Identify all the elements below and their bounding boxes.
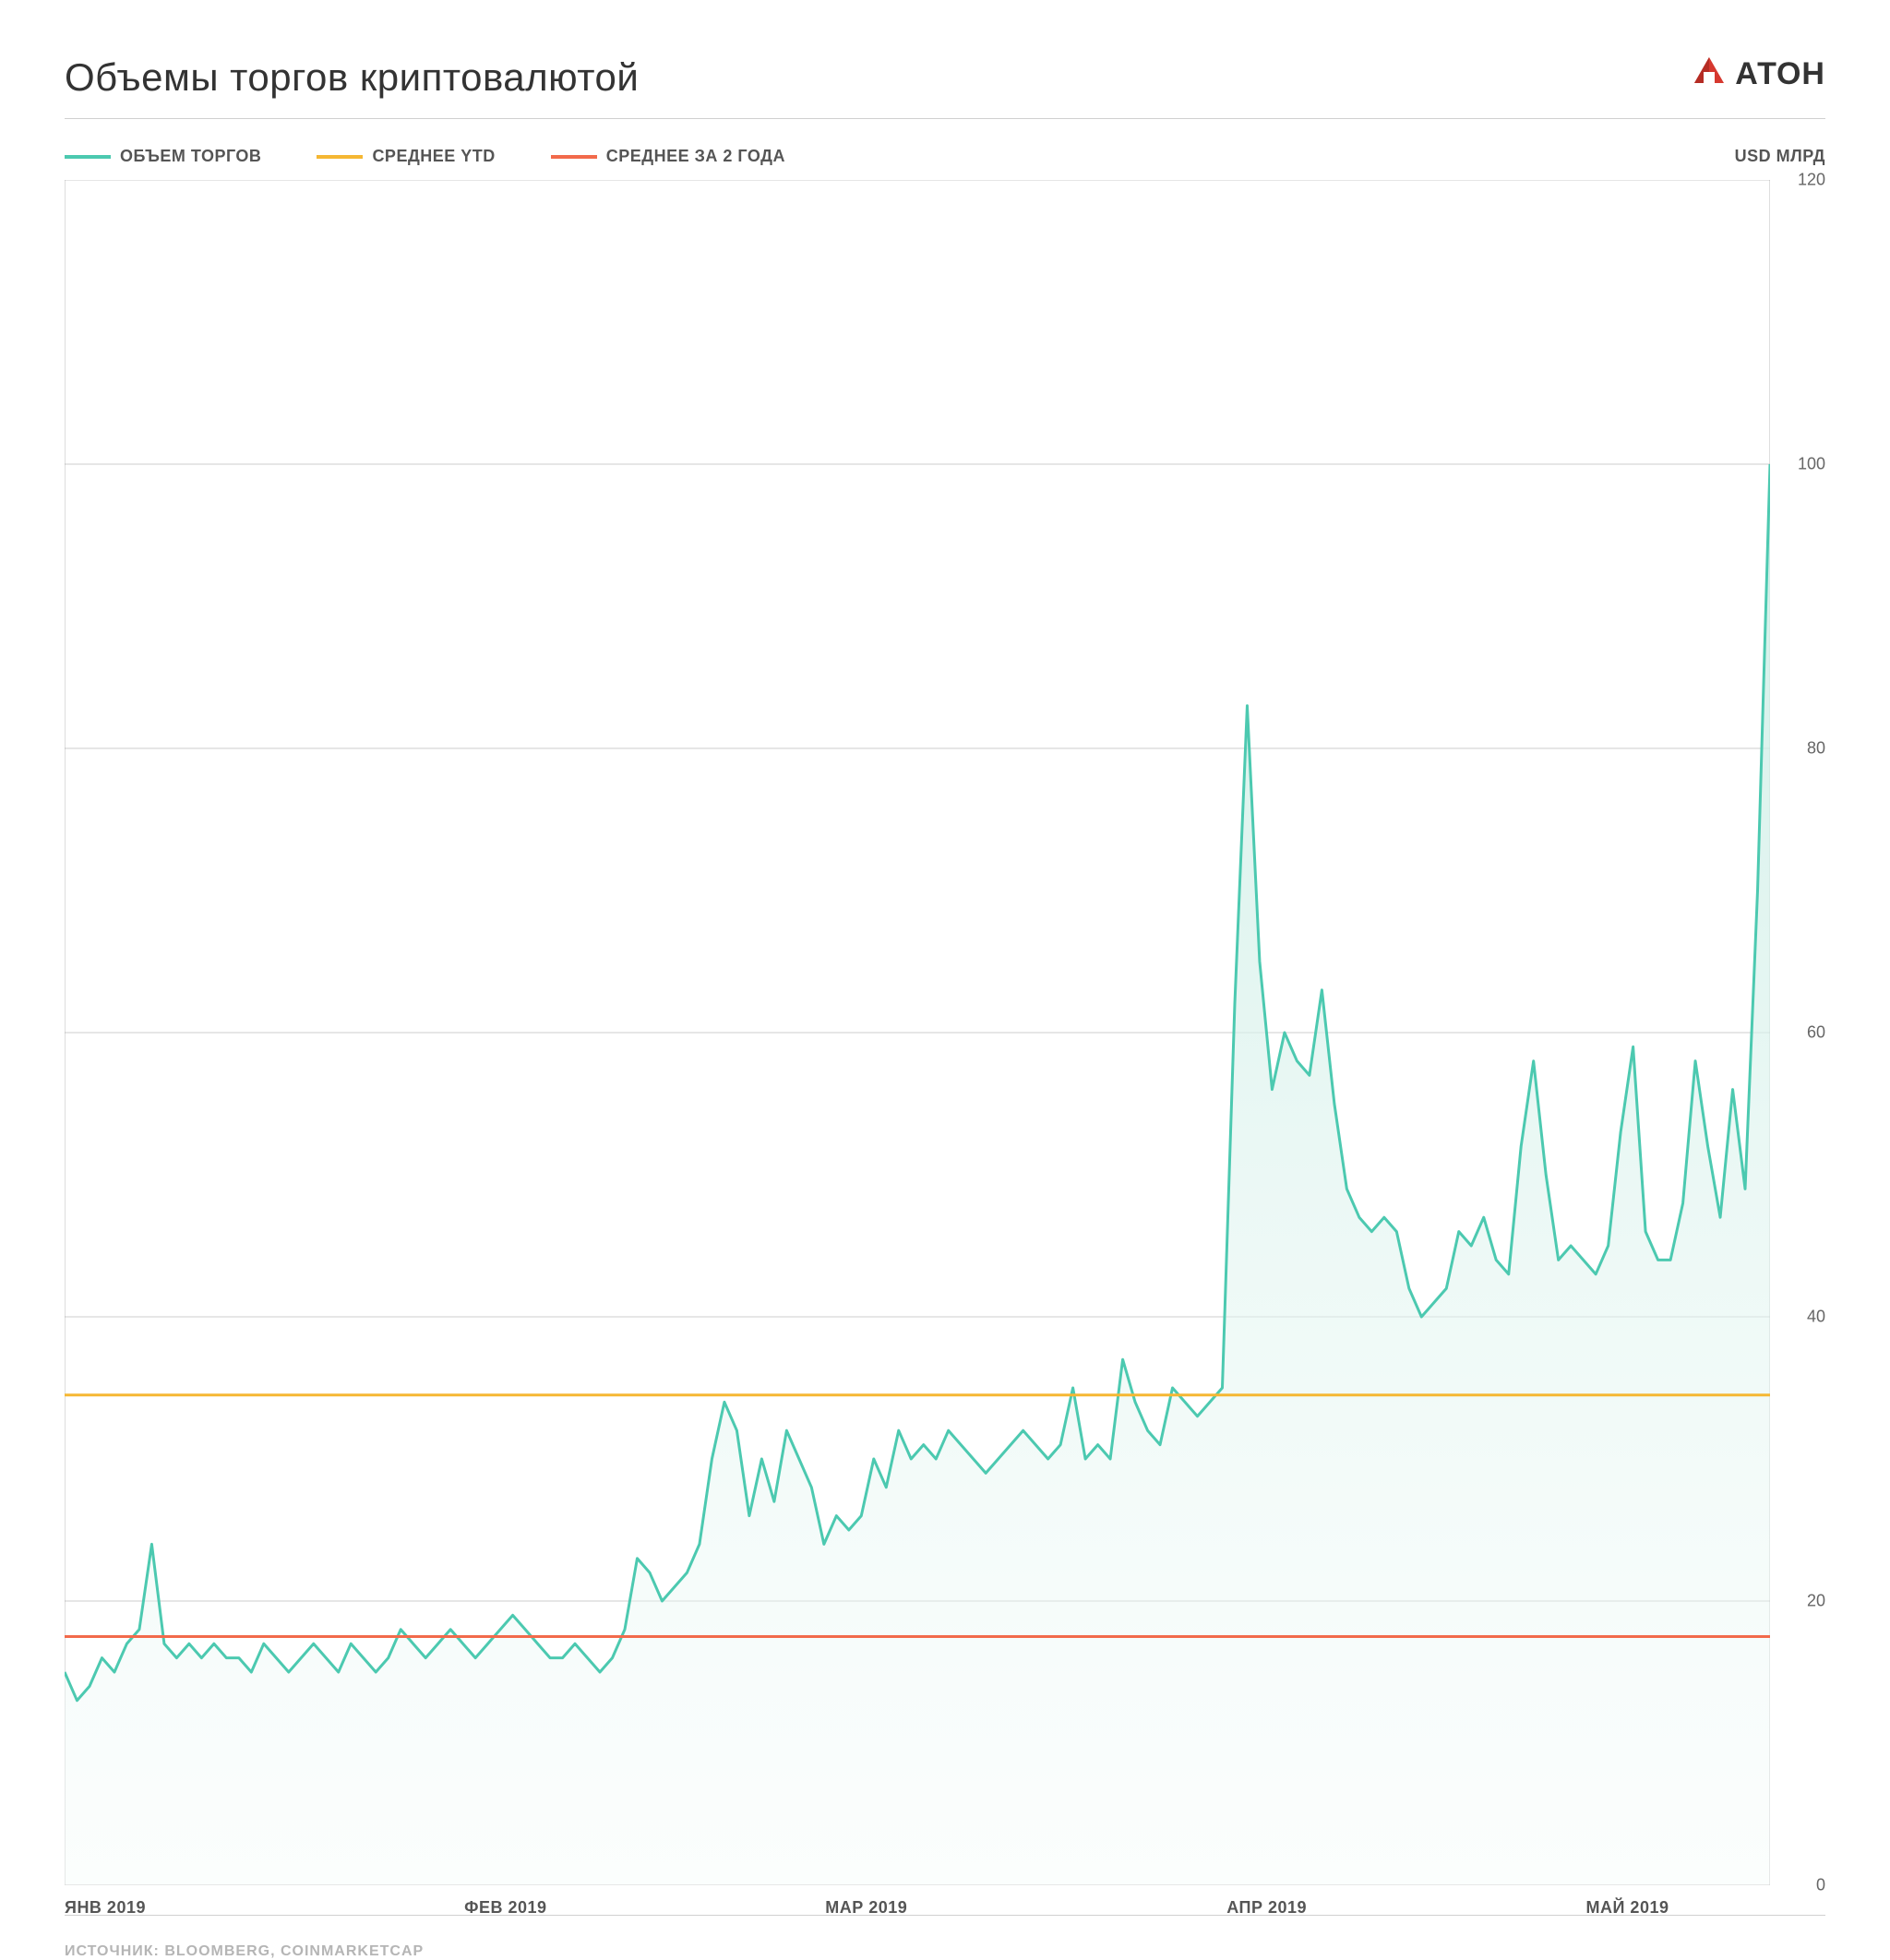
- legend-label-ytd: СРЕДНЕЕ YTD: [372, 147, 495, 166]
- y-tick-label: 100: [1798, 454, 1825, 473]
- x-tick-label: МАР 2019: [825, 1898, 907, 1918]
- y-tick-label: 40: [1807, 1307, 1825, 1326]
- y-tick-label: 120: [1798, 171, 1825, 190]
- page-title: Объемы торгов криптовалютой: [65, 55, 639, 100]
- brand-logo-icon: [1691, 55, 1728, 92]
- y-tick-label: 80: [1807, 738, 1825, 758]
- legend-swatch-two-yr: [551, 155, 597, 159]
- legend-item-two-yr: СРЕДНЕЕ ЗА 2 ГОДА: [551, 147, 785, 166]
- brand-logo-text: АТОН: [1735, 56, 1825, 92]
- x-tick-label: АПР 2019: [1226, 1898, 1307, 1918]
- x-tick-label: ФЕВ 2019: [464, 1898, 546, 1918]
- y-axis-ticks: 020406080100120: [1770, 180, 1825, 1885]
- legend-swatch-ytd: [317, 155, 363, 159]
- chart-svg: [65, 180, 1770, 1885]
- source-footer: ИСТОЧНИК: BLOOMBERG, COINMARKETCAP: [65, 1915, 1825, 1960]
- legend-swatch-volume: [65, 155, 111, 159]
- x-axis-ticks: ЯНВ 2019ФЕВ 2019МАР 2019АПР 2019МАЙ 2019: [65, 1885, 1825, 1898]
- chart-area: [65, 180, 1770, 1885]
- brand-logo: АТОН: [1691, 55, 1825, 92]
- y-tick-label: 60: [1807, 1023, 1825, 1043]
- y-axis-label: USD МЛРД: [1735, 147, 1825, 166]
- legend-item-ytd: СРЕДНЕЕ YTD: [317, 147, 495, 166]
- x-tick-label: МАЙ 2019: [1586, 1898, 1669, 1918]
- legend-item-volume: ОБЪЕМ ТОРГОВ: [65, 147, 261, 166]
- legend-label-two-yr: СРЕДНЕЕ ЗА 2 ГОДА: [606, 147, 785, 166]
- legend-label-volume: ОБЪЕМ ТОРГОВ: [120, 147, 261, 166]
- x-tick-label: ЯНВ 2019: [65, 1898, 146, 1918]
- y-tick-label: 20: [1807, 1592, 1825, 1611]
- chart-legend: ОБЪЕМ ТОРГОВ СРЕДНЕЕ YTD СРЕДНЕЕ ЗА 2 ГО…: [65, 147, 785, 166]
